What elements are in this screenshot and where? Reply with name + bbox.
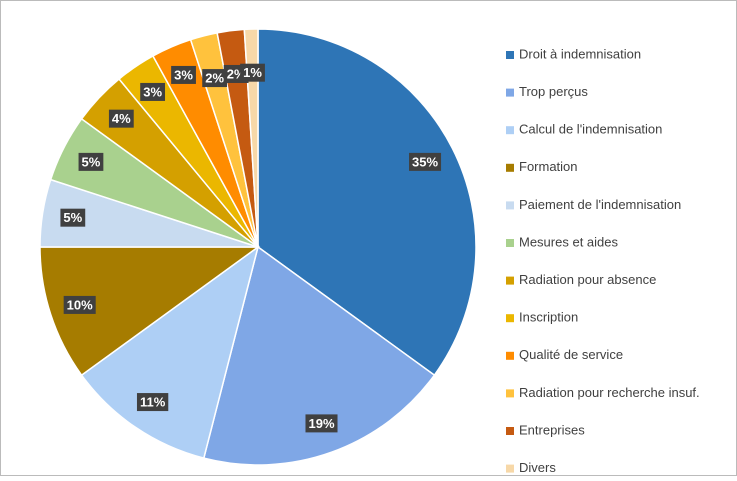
data-label: 4% bbox=[112, 111, 131, 126]
legend-swatch bbox=[506, 389, 514, 398]
data-label: 3% bbox=[143, 84, 162, 99]
legend-swatch bbox=[506, 464, 514, 473]
legend-label: Trop perçus bbox=[519, 84, 588, 99]
legend-swatch bbox=[506, 201, 514, 210]
legend-swatch bbox=[506, 276, 514, 285]
data-label-bg bbox=[305, 414, 338, 433]
legend-label: Droit à indemnisation bbox=[519, 46, 641, 61]
pie-slice bbox=[202, 245, 436, 466]
legend-label: Radiation pour absence bbox=[519, 272, 656, 287]
legend-swatch bbox=[506, 51, 514, 59]
data-label-bg bbox=[171, 65, 196, 84]
data-label: 5% bbox=[63, 210, 82, 225]
legend-swatch bbox=[506, 163, 514, 172]
pie-slice bbox=[39, 246, 261, 377]
data-label-bg bbox=[60, 208, 86, 227]
pie-slice bbox=[80, 245, 260, 460]
data-label: 19% bbox=[308, 416, 334, 431]
legend-label: Divers bbox=[519, 460, 556, 475]
data-label-bg bbox=[63, 295, 96, 314]
legend-label: Entreprises bbox=[519, 422, 585, 437]
legend-swatch bbox=[506, 427, 514, 435]
data-label: 2% bbox=[205, 71, 224, 86]
legend-label: Formation bbox=[519, 159, 578, 174]
data-label: 11% bbox=[140, 394, 166, 409]
legend-swatch bbox=[506, 126, 514, 135]
data-label-bg bbox=[202, 69, 228, 88]
pie-slice bbox=[257, 28, 477, 377]
legend-swatch bbox=[506, 239, 514, 247]
legend-label: Qualité de service bbox=[519, 347, 623, 362]
data-label-bg bbox=[108, 109, 134, 128]
legend-swatch bbox=[506, 314, 514, 323]
legend-label: Radiation pour recherche insuf. bbox=[519, 385, 700, 400]
data-label: 35% bbox=[412, 154, 438, 169]
data-label-bg bbox=[409, 152, 442, 171]
data-label: 3% bbox=[174, 67, 193, 82]
data-label-bg bbox=[240, 63, 265, 82]
data-label-bg bbox=[136, 393, 169, 412]
legend-label: Paiement de l'indemnisation bbox=[519, 197, 681, 212]
data-label: 1% bbox=[243, 65, 262, 80]
legend-swatch bbox=[506, 88, 514, 97]
legend-label: Mesures et aides bbox=[519, 234, 618, 249]
data-label-bg bbox=[78, 152, 104, 171]
legend-label: Calcul de l'indemnisation bbox=[519, 122, 662, 137]
data-label: 10% bbox=[67, 297, 93, 312]
data-label-bg bbox=[140, 82, 166, 101]
pie-slice bbox=[243, 28, 259, 248]
legend-swatch bbox=[506, 351, 514, 360]
legend-label: Inscription bbox=[519, 310, 578, 325]
data-label: 5% bbox=[82, 154, 101, 169]
